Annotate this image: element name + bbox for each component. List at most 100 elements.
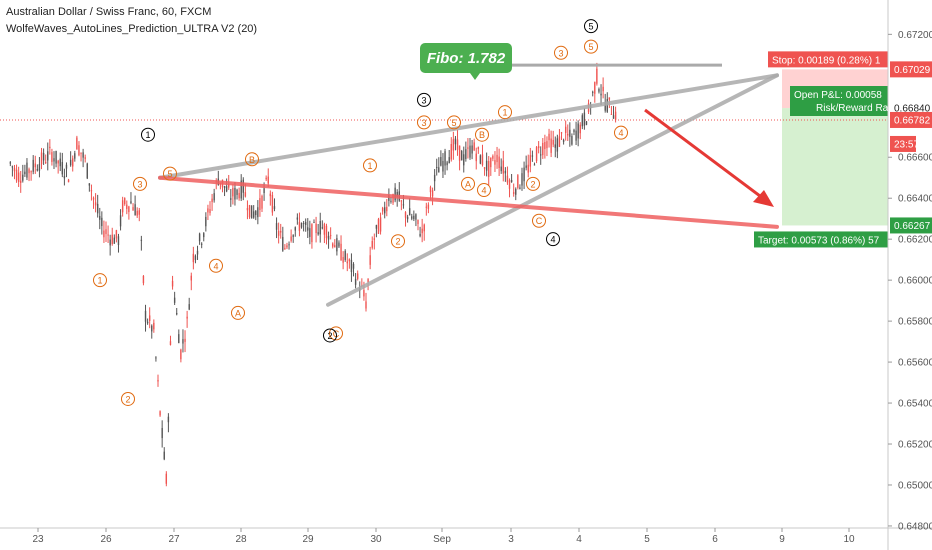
candle-body (496, 154, 498, 163)
candle-body (450, 143, 452, 160)
candle-body (61, 162, 64, 175)
candle-body (327, 236, 330, 240)
wave-label-circle (546, 232, 560, 247)
candle-body (411, 216, 413, 219)
candle-body (88, 183, 91, 186)
target-price-tag: 0.66267 (894, 221, 931, 232)
candle-body (436, 166, 438, 168)
wave-label-circle (475, 127, 489, 142)
y-tick-label: 0.65200 (898, 440, 932, 451)
candle-body (186, 316, 188, 319)
candle-body (157, 379, 159, 382)
wave-label-circle (584, 19, 598, 34)
candle-body (105, 229, 107, 235)
candle-body (379, 217, 382, 232)
candle-body (259, 198, 261, 211)
candle-body (363, 289, 365, 297)
candle-body (392, 193, 394, 203)
candle-body (481, 154, 484, 166)
candle-body (74, 153, 76, 159)
candle-body (151, 325, 153, 332)
stop-price-tag: 0.67029 (894, 65, 931, 76)
wave-label: 4 (550, 235, 555, 245)
candle-body (404, 212, 407, 218)
candle-body (184, 338, 186, 342)
candle-body (130, 201, 132, 204)
candle-body (585, 121, 588, 125)
candle-body (55, 150, 57, 164)
candle-body (573, 129, 575, 133)
projection-arrow-head (753, 190, 774, 207)
candle-body (431, 190, 434, 197)
candle-body (86, 163, 88, 179)
wave-label-circle (526, 176, 540, 191)
trendline-2[interactable] (326, 73, 779, 307)
candle-body (485, 160, 488, 171)
position-zones[interactable]: Stop: 0.00189 (0.28%) 1 Target: 0.00573 (… (0, 51, 889, 248)
target-price-tag-bg (890, 217, 932, 234)
candle-body (388, 195, 390, 201)
entry-price-tag: 0.66840 (894, 104, 931, 115)
candle-body (354, 278, 357, 285)
candle-body (535, 147, 538, 162)
candle-body (165, 473, 168, 484)
trendlines[interactable]: Fibo: 1.782 (158, 43, 779, 307)
candle-body (53, 158, 55, 162)
candle-body (144, 310, 147, 322)
candle-body (176, 313, 178, 315)
candle-body (211, 198, 213, 203)
projection-arrow[interactable] (644, 108, 769, 204)
wave-label-circle (461, 176, 475, 191)
candle-body (602, 86, 604, 92)
candle-body (99, 215, 101, 220)
candle-body (9, 162, 12, 164)
candle-body (446, 162, 448, 166)
candle-body (15, 169, 18, 181)
candle-body (577, 123, 579, 139)
candle-body (521, 173, 523, 186)
x-tick-label: 6 (712, 534, 718, 545)
candle-body (498, 156, 500, 169)
candle-body (207, 208, 209, 213)
candle-body (42, 153, 45, 161)
wave-label: C (536, 216, 543, 226)
candle-body (124, 198, 126, 205)
candle-body (240, 180, 242, 199)
wave-label: 5 (588, 42, 593, 52)
candle-body (469, 145, 471, 158)
candle-body (579, 124, 581, 134)
candle-body (22, 174, 24, 181)
candle-body (47, 151, 49, 161)
candle-body (350, 259, 353, 272)
candle-body (72, 158, 74, 167)
candle-body (332, 243, 334, 247)
candle-body (319, 221, 321, 235)
candle-body (612, 115, 615, 119)
candle-body (519, 187, 521, 189)
candle-body (423, 224, 425, 232)
target-zone[interactable] (782, 108, 888, 226)
candle-body (49, 146, 51, 149)
candle-body (296, 217, 299, 220)
stop-price-tag-bg (890, 61, 932, 78)
candle-body (465, 149, 467, 159)
candle-body (583, 112, 586, 126)
candle-body (234, 187, 236, 200)
candle-body (429, 187, 432, 193)
candle-body (500, 166, 502, 172)
wave-label-circle (209, 258, 223, 273)
candle-body (30, 171, 32, 173)
candle-body (533, 164, 536, 166)
candle-body (510, 180, 513, 183)
trendline-1[interactable] (158, 73, 779, 180)
candle-body (115, 230, 118, 239)
trendline-3[interactable] (158, 175, 779, 229)
wave-label: A (235, 308, 241, 318)
fibo-badge[interactable] (420, 43, 512, 73)
stop-label-bg (768, 51, 888, 68)
candle-body (564, 126, 567, 133)
candle-body (371, 241, 373, 248)
y-tick-label: 0.66400 (898, 194, 932, 205)
wave-label: 2 (327, 331, 332, 341)
